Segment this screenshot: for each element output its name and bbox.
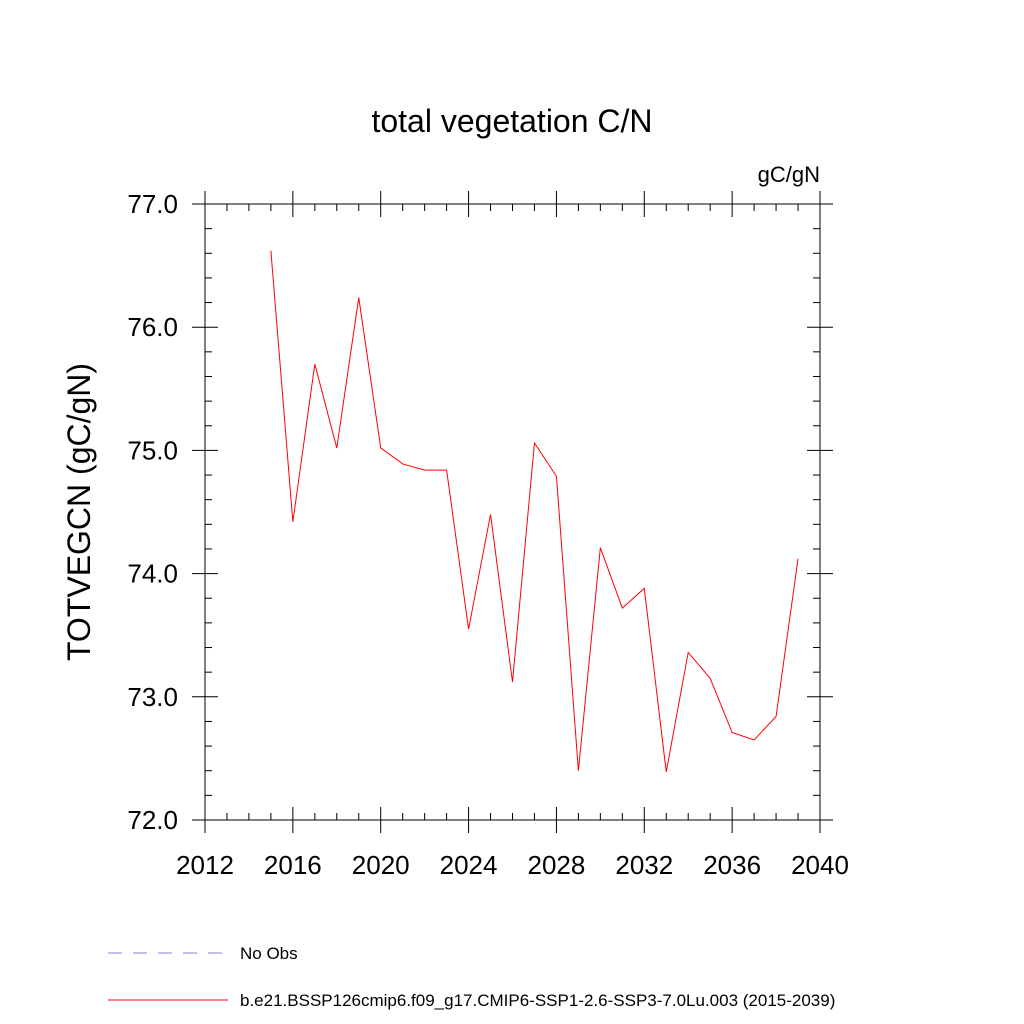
x-tick-label: 2028	[528, 850, 586, 880]
data-point	[534, 442, 535, 443]
data-point	[710, 678, 711, 679]
chart-title: total vegetation C/N	[371, 103, 652, 139]
data-point	[490, 514, 491, 515]
y-tick-label: 77.0	[127, 189, 178, 219]
data-point	[358, 297, 359, 298]
x-tick-label: 2016	[264, 850, 322, 880]
data-point	[775, 716, 776, 717]
data-point	[622, 607, 623, 608]
data-point	[688, 652, 689, 653]
y-tick-label: 74.0	[127, 559, 178, 589]
data-point	[512, 681, 513, 682]
data-point	[600, 547, 601, 548]
data-point	[292, 521, 293, 522]
units-label: gC/gN	[758, 162, 820, 187]
series-layer	[270, 250, 799, 773]
x-tick-label: 2036	[703, 850, 761, 880]
data-point	[314, 364, 315, 365]
y-tick-label: 73.0	[127, 682, 178, 712]
x-tick-label: 2040	[791, 850, 849, 880]
data-point	[402, 463, 403, 464]
axis-ticks	[192, 191, 833, 833]
y-tick-label: 75.0	[127, 435, 178, 465]
y-axis-label: TOTVEGCN (gC/gN)	[61, 363, 97, 661]
x-tick-label: 2020	[352, 850, 410, 880]
y-tick-label: 72.0	[127, 805, 178, 835]
data-point	[380, 447, 381, 448]
data-point	[556, 476, 557, 477]
x-tick-label: 2024	[440, 850, 498, 880]
data-point	[797, 558, 798, 559]
data-point	[446, 470, 447, 471]
data-point	[468, 628, 469, 629]
legend-label: b.e21.BSSP126cmip6.f09_g17.CMIP6-SSP1-2.…	[240, 991, 835, 1010]
data-point	[754, 739, 755, 740]
series-line	[270, 250, 799, 773]
data-point	[644, 588, 645, 589]
legend-label: No Obs	[240, 944, 298, 963]
x-tick-label: 2012	[176, 850, 234, 880]
y-tick-label: 76.0	[127, 312, 178, 342]
x-tick-label: 2032	[615, 850, 673, 880]
data-point	[270, 250, 271, 251]
data-point	[578, 770, 579, 771]
data-point	[424, 470, 425, 471]
data-point	[732, 732, 733, 733]
plot-frame	[204, 203, 821, 821]
legend: No Obs b.e21.BSSP126cmip6.f09_g17.CMIP6-S…	[108, 944, 835, 1010]
data-point	[666, 771, 667, 772]
axis-tick-labels: 2012 2016 2020 2024 2028 2032 2036 2040 72.0 73.0…	[127, 189, 849, 880]
data-point	[336, 447, 337, 448]
